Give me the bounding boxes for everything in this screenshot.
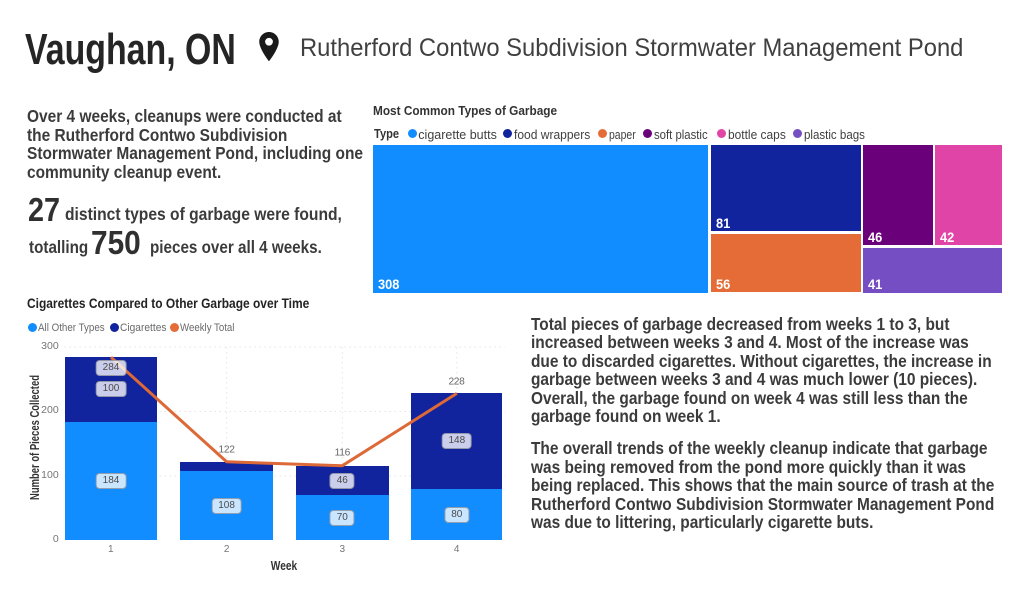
svg-text:Number of Pieces Collected: Number of Pieces Collected bbox=[29, 375, 43, 500]
